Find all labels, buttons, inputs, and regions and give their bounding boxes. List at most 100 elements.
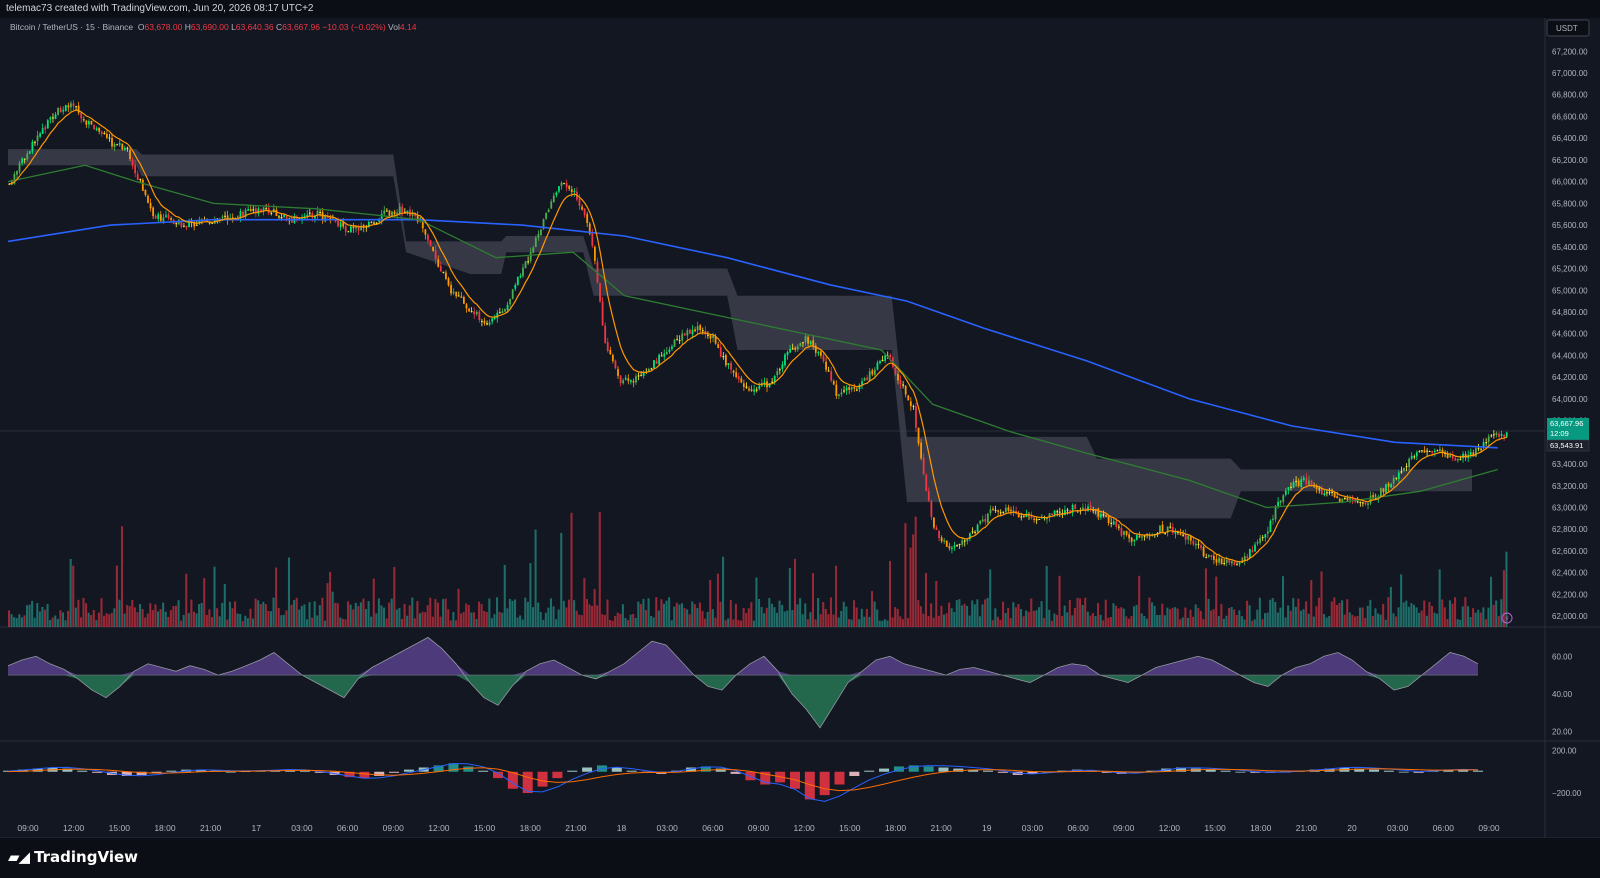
- volume-bar: [121, 526, 124, 627]
- candle-body: [1159, 525, 1161, 534]
- volume-bar: [963, 603, 966, 627]
- candle-body: [627, 378, 630, 381]
- candle-body: [144, 189, 147, 196]
- macd-histogram-bar: [359, 771, 370, 779]
- candle-body: [853, 387, 856, 389]
- volume-bar: [400, 618, 404, 627]
- candle-body: [827, 370, 830, 372]
- candle-body: [1053, 510, 1056, 515]
- volume-bar: [331, 591, 334, 627]
- candle-body: [986, 513, 989, 523]
- candle-body: [1390, 483, 1393, 488]
- macd-histogram-bar: [1473, 770, 1483, 772]
- volume-bar: [475, 618, 478, 627]
- candle-body: [98, 127, 101, 132]
- volume-bar: [1276, 612, 1279, 627]
- candle-body: [1418, 450, 1421, 452]
- candle-body: [1290, 486, 1292, 488]
- tradingview-logo[interactable]: ▰◢ TradingView: [8, 848, 138, 866]
- volume-bar: [1235, 614, 1238, 627]
- candle-body: [378, 220, 381, 222]
- volume-bar: [819, 614, 822, 627]
- macd-histogram-bar: [448, 763, 459, 772]
- volume-bar: [383, 607, 386, 627]
- candle-body: [1200, 545, 1202, 548]
- volume-bar: [221, 602, 224, 627]
- volume-bar: [976, 599, 979, 627]
- candle-body: [252, 209, 255, 211]
- candle-body: [1017, 513, 1020, 518]
- candle-body: [1490, 435, 1493, 437]
- volume-bar: [406, 615, 409, 627]
- volume-bar: [493, 614, 496, 627]
- volume-bar: [447, 609, 450, 627]
- macd-histogram-bar: [834, 771, 845, 785]
- candle-body: [488, 322, 491, 325]
- volume-bar: [1333, 597, 1336, 627]
- candle-body: [876, 362, 879, 370]
- macd-tick-label: −200.00: [1552, 789, 1582, 798]
- price-tick-label: 65,200.00: [1552, 265, 1588, 274]
- volume-bar: [986, 597, 989, 627]
- volume-bar: [1199, 610, 1202, 627]
- candle-body: [90, 120, 93, 125]
- candle-body: [1498, 433, 1500, 437]
- volume-bar: [647, 598, 650, 627]
- price-tick-label: 65,800.00: [1552, 199, 1588, 208]
- candle-body: [39, 133, 42, 137]
- time-tick-label: 09:00: [1113, 823, 1135, 833]
- volume-bar: [511, 600, 514, 627]
- volume-bar: [95, 620, 98, 627]
- volume-bar: [688, 614, 691, 627]
- time-tick-label: 21:00: [930, 823, 952, 833]
- volume-bar: [657, 610, 660, 627]
- volume-bar: [182, 614, 185, 627]
- macd-histogram-bar: [1250, 771, 1261, 773]
- volume-bar: [54, 615, 57, 627]
- volume-bar: [737, 619, 740, 627]
- candle-body: [758, 385, 761, 389]
- candle-body: [799, 342, 802, 347]
- candle-body: [1125, 531, 1128, 535]
- candle-body: [563, 183, 565, 185]
- currency-badge[interactable]: [1546, 19, 1590, 37]
- volume-bar: [1281, 576, 1285, 627]
- candle-body: [1164, 532, 1167, 534]
- alert-icon-glyph: ⚡: [1505, 615, 1510, 623]
- candle-body: [850, 387, 853, 390]
- candle-body: [1328, 492, 1331, 494]
- volume-bar: [1032, 610, 1035, 627]
- macd-histogram-bar: [879, 768, 890, 772]
- time-tick-label: 06:00: [1067, 823, 1089, 833]
- volume-bar: [421, 611, 424, 627]
- volume-bar: [187, 613, 190, 627]
- volume-bar: [1366, 605, 1369, 627]
- volume-bar: [1179, 619, 1182, 627]
- volume-bar: [1204, 568, 1207, 627]
- volume-bar: [1143, 615, 1146, 627]
- candle-body: [54, 114, 57, 119]
- volume-bar: [799, 598, 802, 627]
- volume-bar: [277, 607, 280, 627]
- candle-body: [1105, 514, 1107, 517]
- volume-bar: [336, 603, 339, 627]
- volume-bar: [1184, 607, 1187, 627]
- candle-body: [776, 371, 779, 376]
- candle-body: [683, 333, 686, 336]
- candle-body: [257, 208, 260, 214]
- chart-legend[interactable]: Bitcoin / TetherUS · 15 · Binance O63,67…: [10, 22, 416, 32]
- volume-bar: [1307, 613, 1310, 627]
- price-tick-label: 64,600.00: [1552, 330, 1588, 339]
- volume-bar: [1017, 604, 1020, 627]
- candle-body: [349, 226, 352, 233]
- symbol-name[interactable]: Bitcoin / TetherUS · 15 · Binance: [10, 22, 134, 32]
- volume-bar: [159, 609, 162, 627]
- candle-body: [283, 215, 286, 217]
- volume-bar: [1297, 598, 1300, 627]
- volume-bar: [1097, 603, 1100, 627]
- candle-body: [1308, 480, 1310, 485]
- candle-body: [239, 211, 242, 219]
- volume-bar: [1330, 601, 1333, 627]
- alert-icon[interactable]: [1501, 612, 1513, 624]
